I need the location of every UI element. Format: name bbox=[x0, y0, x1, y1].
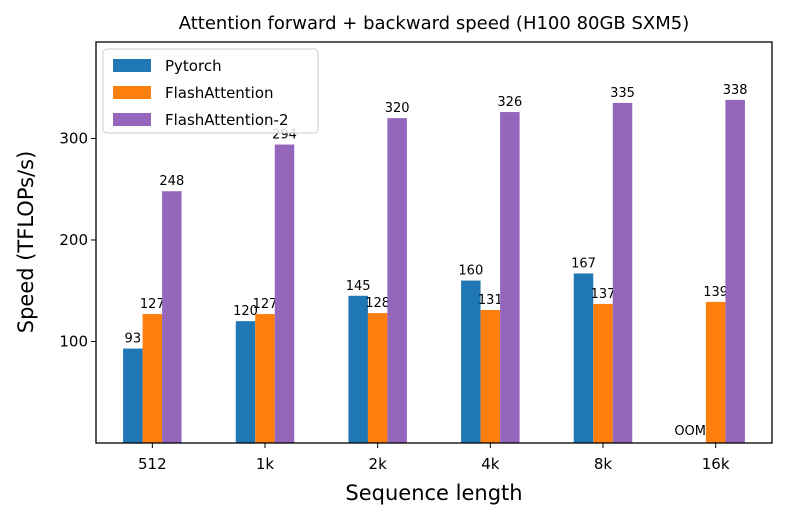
bar-value-label: 167 bbox=[571, 256, 596, 271]
x-tick-label: 8k bbox=[594, 455, 613, 473]
bar-value-label: 127 bbox=[140, 297, 165, 312]
bar bbox=[612, 102, 633, 444]
legend-label: Pytorch bbox=[165, 57, 222, 75]
bar bbox=[235, 321, 256, 443]
bar bbox=[123, 348, 143, 443]
bar bbox=[705, 301, 726, 443]
bar bbox=[348, 295, 368, 443]
bar-value-label: 145 bbox=[346, 279, 371, 294]
bar bbox=[142, 314, 163, 443]
x-tick-label: 1k bbox=[256, 455, 275, 473]
bar-value-label: 160 bbox=[458, 264, 483, 279]
y-tick-label: 200 bbox=[59, 231, 88, 249]
y-tick-label: 100 bbox=[59, 332, 88, 350]
legend: Pytorch FlashAttention FlashAttention-2 bbox=[102, 48, 319, 134]
x-axis-label: Sequence length bbox=[345, 481, 522, 505]
plot-frame bbox=[95, 41, 773, 444]
chart-title: Attention forward + backward speed (H100… bbox=[179, 13, 690, 34]
bar-value-label: 93 bbox=[125, 332, 142, 347]
legend-swatch bbox=[113, 59, 151, 72]
bar bbox=[255, 314, 275, 443]
bar bbox=[500, 112, 520, 444]
bar bbox=[367, 313, 388, 443]
bar-value-label: 128 bbox=[365, 296, 390, 311]
bar bbox=[387, 118, 407, 443]
legend-swatch bbox=[113, 113, 151, 126]
bar bbox=[274, 144, 295, 443]
x-tick-label: 4k bbox=[481, 455, 500, 473]
x-tick-label: 512 bbox=[138, 455, 167, 473]
bar-value-label: 338 bbox=[723, 83, 748, 98]
bar bbox=[593, 303, 613, 443]
bar-value-label: 120 bbox=[233, 304, 258, 319]
legend-label: FlashAttention-2 bbox=[165, 111, 289, 129]
bar bbox=[573, 273, 594, 443]
y-axis-label: Speed (TFLOPs/s) bbox=[14, 151, 38, 334]
bar bbox=[162, 191, 182, 443]
bar-value-label: 320 bbox=[385, 101, 410, 116]
oom-label: OOM bbox=[674, 424, 706, 439]
legend-box bbox=[102, 48, 319, 134]
bar-value-label: 137 bbox=[591, 287, 616, 302]
bar-value-label: 248 bbox=[159, 174, 184, 189]
legend-label: FlashAttention bbox=[165, 84, 274, 102]
x-tick-label: 16k bbox=[702, 455, 730, 473]
y-tick-label: 300 bbox=[59, 129, 88, 147]
bar-value-label: 326 bbox=[497, 95, 522, 110]
bar bbox=[480, 310, 501, 443]
bar-value-label: 335 bbox=[610, 86, 635, 101]
legend-swatch bbox=[113, 86, 151, 99]
plot-area: 100200300512931272481k1201272942k1451283… bbox=[59, 83, 747, 473]
bar bbox=[725, 99, 745, 444]
bar-value-label: 139 bbox=[703, 285, 728, 300]
bar-value-label: 131 bbox=[478, 293, 503, 308]
bar-value-label: 127 bbox=[253, 297, 278, 312]
x-tick-label: 2k bbox=[369, 455, 388, 473]
bar bbox=[461, 280, 481, 443]
